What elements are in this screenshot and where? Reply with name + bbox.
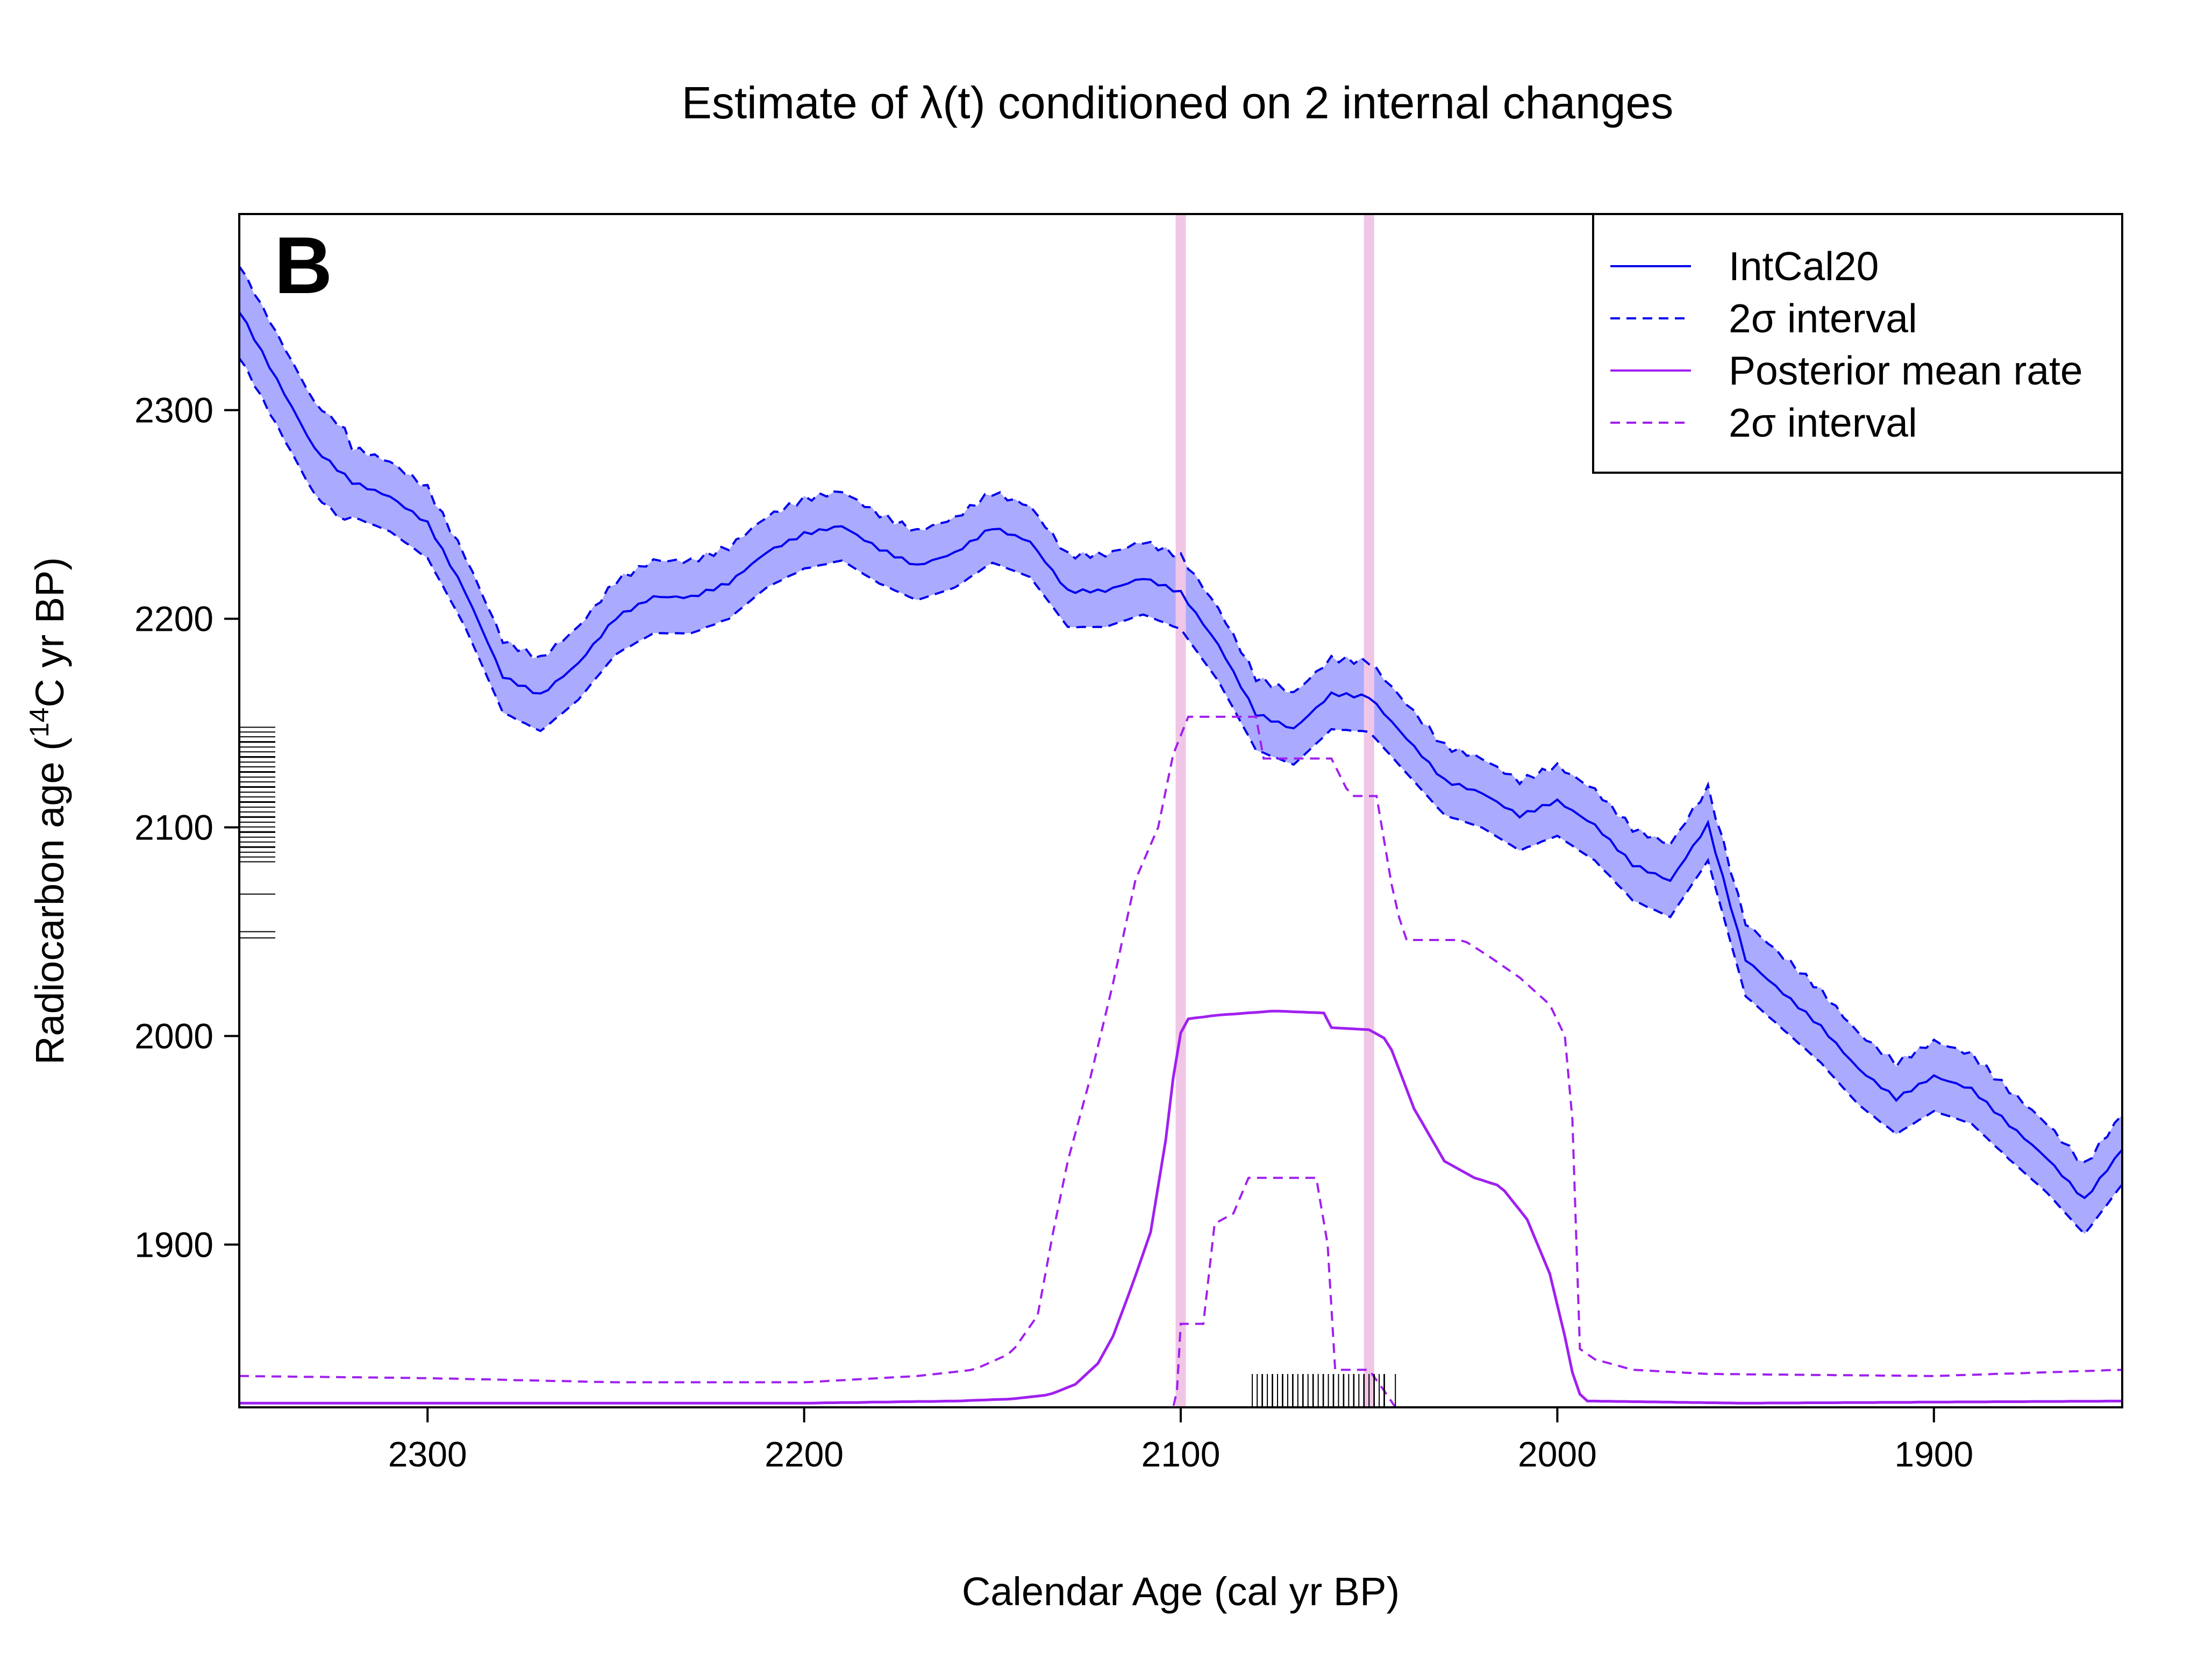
y-axis: 1900 2000 2100 2200 2300 — [134, 390, 239, 1264]
rate-lower-2sigma-line — [239, 1177, 2122, 1407]
y-tick-label: 2300 — [134, 390, 213, 430]
legend-label-2: 2σ interval — [1729, 296, 1917, 341]
intcal20-upper-2sigma-line — [239, 266, 2122, 1163]
panel-label: B — [274, 220, 332, 310]
chart-title: Estimate of λ(t) conditioned on 2 intern… — [682, 77, 1673, 128]
y-axis-label: Radiocarbon age (14C yr BP) — [24, 557, 72, 1065]
change-point-layer — [1175, 214, 1374, 1407]
y-axis-label-superscript: 14 — [24, 708, 54, 738]
x-axis: 2300 2200 2100 2000 1900 — [388, 1407, 1973, 1474]
y-tick-label: 1900 — [134, 1224, 213, 1264]
intcal20-lower-2sigma-line — [239, 357, 2122, 1236]
x-tick-label: 2100 — [1141, 1434, 1221, 1474]
y-tick-label: 2200 — [134, 599, 213, 639]
y-tick-label: 2000 — [134, 1016, 213, 1056]
y-axis-label-main: Radiocarbon age ( — [27, 737, 72, 1065]
legend-box — [1592, 213, 2123, 474]
y-tick-label: 2100 — [134, 808, 213, 848]
legend-label-4: 2σ interval — [1729, 400, 1917, 445]
legend: IntCal20 2σ interval Posterior mean rate 2σ… — [1592, 213, 2123, 474]
intcal20-mean-line — [239, 311, 2122, 1199]
y-axis-label-rest: C yr BP) — [27, 557, 72, 708]
legend-label-3: Posterior mean rate — [1729, 348, 2083, 393]
line-layer — [239, 266, 2122, 1407]
x-tick-label: 2000 — [1518, 1434, 1597, 1474]
posterior-mean-rate-line — [239, 1009, 2122, 1405]
x-axis-label: Calendar Age (cal yr BP) — [962, 1569, 1400, 1614]
rate-upper-2sigma-line — [239, 715, 2122, 1384]
legend-label-1: IntCal20 — [1729, 244, 1879, 289]
x-tick-label: 1900 — [1894, 1434, 1973, 1474]
rug-layer — [239, 727, 1396, 1407]
x-tick-label: 2300 — [388, 1434, 467, 1474]
plot-area: B — [238, 213, 2123, 1408]
x-tick-label: 2200 — [765, 1434, 844, 1474]
